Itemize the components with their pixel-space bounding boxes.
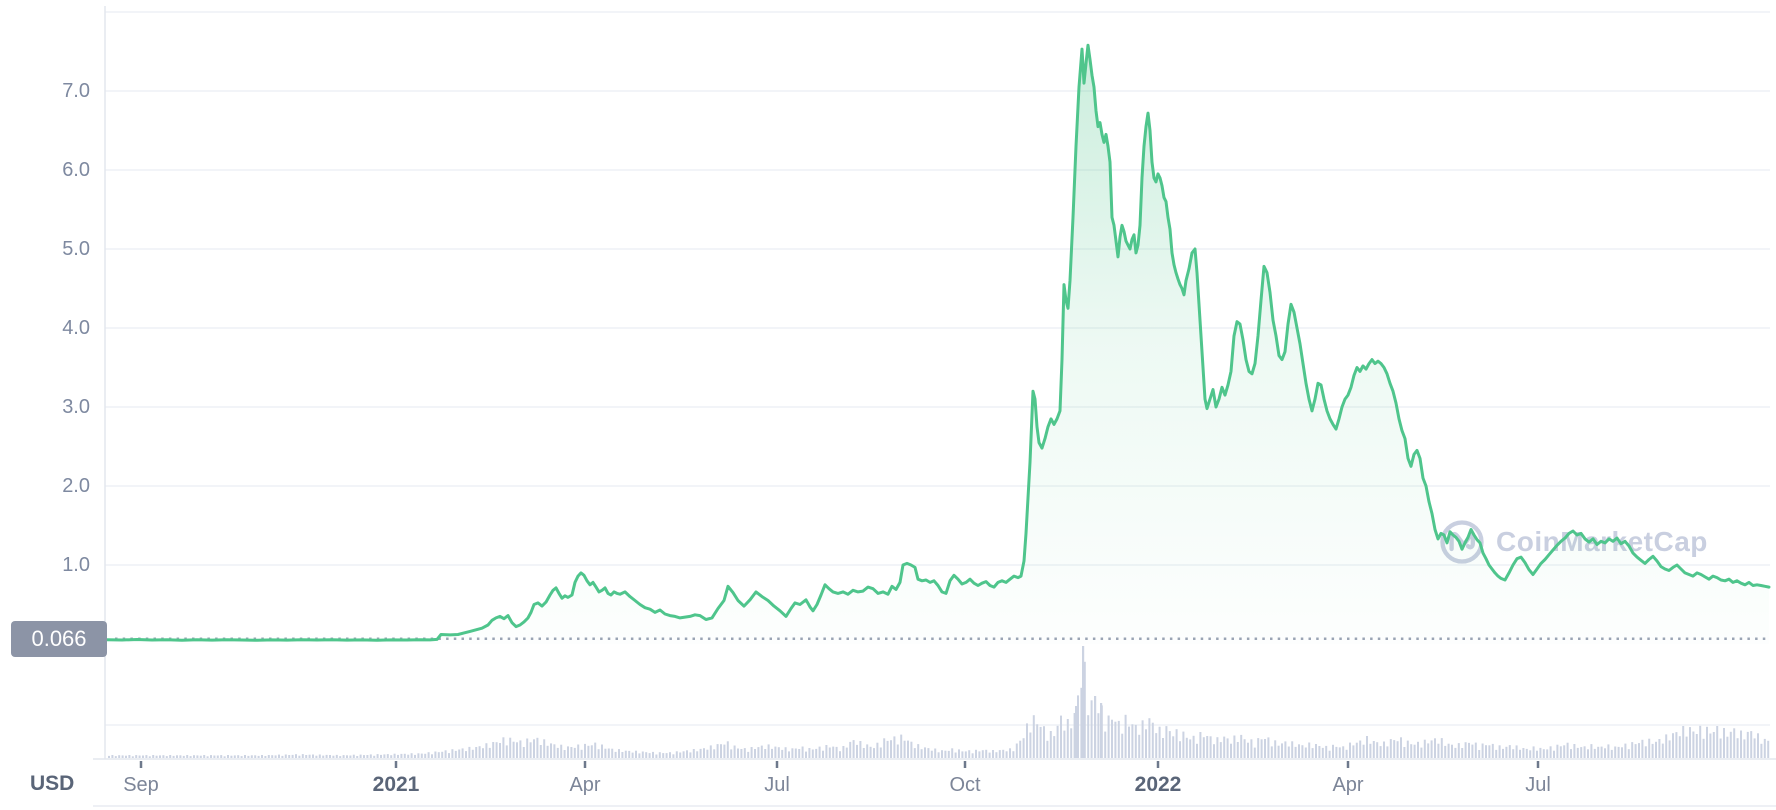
x-axis-tick-label: 2022: [1134, 773, 1182, 796]
x-axis-tick-label: Apr: [1332, 774, 1364, 796]
x-axis-tick-label: 2021: [372, 773, 420, 796]
y-axis-tick-label: 4.0: [62, 317, 90, 339]
x-axis-tick-label: Jul: [1525, 774, 1551, 796]
x-axis-tick-label: Oct: [949, 774, 981, 796]
x-axis-tick-label: Apr: [569, 774, 601, 796]
y-axis-tick-label: 2.0: [62, 475, 90, 497]
y-axis-tick-label: 7.0: [62, 80, 90, 102]
currency-unit-label: USD: [30, 772, 75, 795]
volume-bars: [108, 646, 1770, 758]
y-axis-tick-label: 5.0: [62, 238, 90, 260]
y-axis-tick-label: 1.0: [62, 554, 90, 576]
y-axis-tick-label: 6.0: [62, 159, 90, 181]
gridlines: [104, 6, 1770, 759]
price-line-series: [105, 43, 1771, 644]
reference-price-badge: 0.066: [11, 621, 107, 657]
axes-and-ticks: [93, 758, 1776, 807]
x-axis-tick-label: Sep: [123, 774, 159, 796]
y-axis-tick-label: 3.0: [62, 396, 90, 418]
x-axis-tick-label: Jul: [764, 774, 790, 796]
